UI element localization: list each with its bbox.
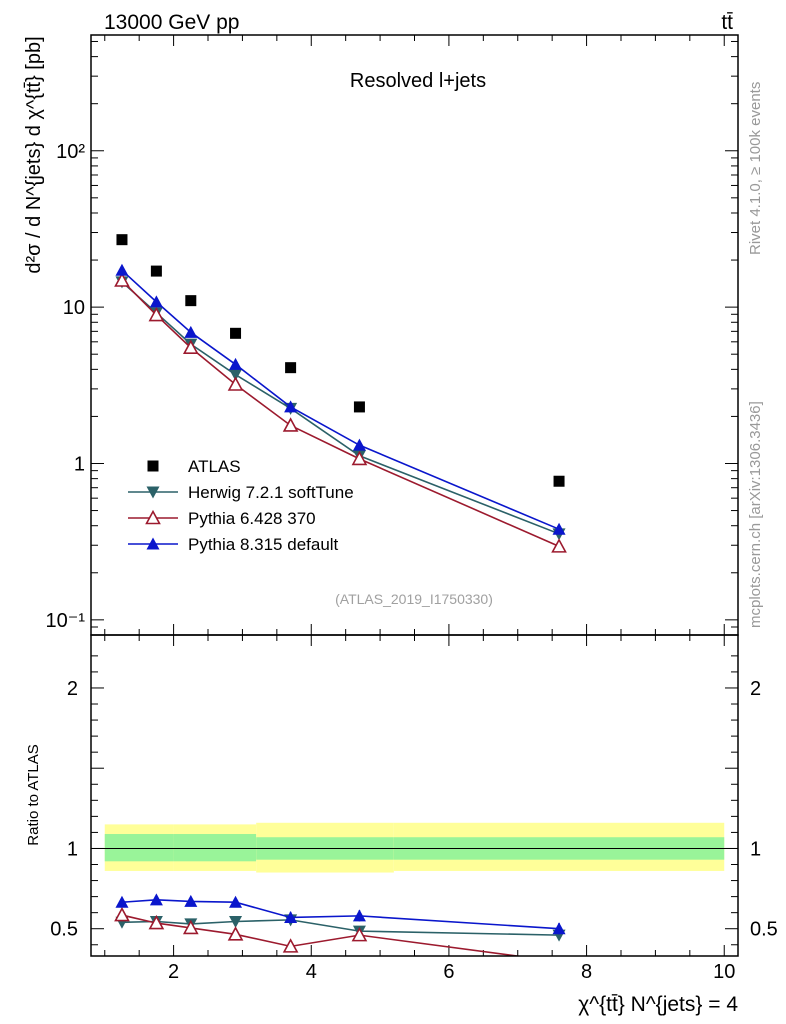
ratio-data-point	[229, 895, 243, 908]
stat-uncertainty-band	[173, 834, 257, 862]
x-tick-label: 6	[443, 961, 454, 983]
data-point	[284, 400, 298, 413]
ratio-data-point	[284, 910, 298, 923]
data-point	[150, 265, 162, 277]
ratio-series-layer	[114, 893, 566, 956]
ratio-y-tick-label-left: 2	[67, 678, 78, 700]
legend-marker	[146, 486, 160, 499]
y-tick-label: 10²	[56, 141, 85, 163]
ratio-data-point	[148, 914, 165, 930]
data-point	[230, 327, 242, 339]
data-point	[553, 475, 565, 487]
ratio-y-tick-label-left: 0.5	[50, 919, 78, 941]
axis-ticks: 10⁻¹ 1 10 10² 0.5 0.5 1 1 2 2 2 4 6 8 10	[46, 35, 778, 983]
data-point	[282, 417, 299, 432]
legend-label: Pythia 6.428 370	[188, 509, 316, 528]
x-tick-label: 4	[306, 961, 317, 983]
ratio-data-point	[184, 894, 198, 907]
x-tick-label: 10	[713, 961, 735, 983]
legend-label: ATLAS	[188, 457, 241, 476]
ratio-data-point	[351, 926, 368, 942]
stat-uncertainty-band	[104, 834, 174, 862]
rivet-version-label: Rivet 4.1.0, ≥ 100k events	[747, 82, 764, 255]
legend-entry: Pythia 6.428 370	[128, 509, 316, 528]
ratio-panel-frame	[90, 634, 739, 957]
data-point	[551, 538, 567, 553]
data-point	[115, 263, 129, 276]
main-y-axis-label: d²σ / d N^{jets} d χ^{tt̄} [pb]	[23, 36, 45, 273]
data-point	[229, 369, 243, 382]
data-point	[148, 306, 165, 322]
legend-entry: Herwig 7.2.1 softTune	[128, 483, 354, 502]
data-point	[185, 295, 197, 307]
panel-frames	[90, 34, 739, 957]
legend: ATLAS Herwig 7.2.1 softTune Pythia 6.428 3…	[128, 457, 354, 554]
legend-entry: ATLAS	[147, 457, 241, 476]
data-point	[114, 272, 130, 287]
data-point	[149, 295, 163, 308]
data-point	[227, 376, 244, 391]
analysis-tag: (ATLAS_2019_I1750330)	[335, 591, 493, 607]
process-label: tt̄	[721, 11, 733, 34]
series-line	[121, 279, 560, 548]
ratio-data-point	[115, 895, 129, 908]
y-tick-label: 10⁻¹	[46, 610, 86, 632]
legend-label: Pythia 8.315 default	[188, 535, 339, 554]
y-tick-label: 1	[74, 453, 85, 475]
ratio-y-tick-label-right: 2	[750, 678, 761, 700]
ratio-data-point	[229, 915, 243, 928]
ratio-y-tick-label-right: 1	[750, 838, 761, 860]
main-series-layer	[114, 234, 567, 553]
data-point	[184, 325, 198, 338]
ratio-data-point	[352, 909, 366, 922]
legend-label: Herwig 7.2.1 softTune	[188, 483, 354, 502]
ratio-y-tick-label-right: 0.5	[750, 919, 778, 941]
data-point	[352, 438, 366, 451]
y-tick-label: 10	[63, 297, 85, 319]
x-tick-label: 2	[168, 961, 179, 983]
data-point	[116, 234, 128, 246]
ratio-uncertainty-bands	[91, 822, 738, 873]
legend-marker	[147, 460, 159, 472]
ratio-y-tick-label-left: 1	[67, 838, 78, 860]
mcplots-label: mcplots.cern.ch [arXiv:1306.3436]	[747, 401, 764, 628]
legend-entry: Pythia 8.315 default	[128, 535, 339, 554]
data-point	[285, 362, 297, 374]
ratio-data-point	[227, 926, 244, 941]
ratio-y-axis-label: Ratio to ATLAS	[25, 744, 42, 845]
data-point	[552, 522, 566, 535]
legend-marker	[145, 509, 161, 525]
x-tick-label: 8	[581, 961, 592, 983]
data-point	[182, 339, 199, 355]
data-point	[351, 450, 368, 466]
energy-label: 13000 GeV pp	[104, 11, 239, 34]
ratio-data-point	[182, 919, 199, 935]
data-point	[229, 357, 243, 370]
ratio-data-point	[552, 922, 566, 935]
legend-marker	[146, 537, 160, 550]
ratio-data-point	[149, 893, 163, 906]
ratio-data-point	[114, 906, 130, 922]
x-axis-label: χ^{tt̄} N^{jets} = 4	[578, 993, 738, 1016]
plot-title: Resolved l+jets	[350, 70, 486, 92]
ratio-data-point	[282, 938, 299, 953]
data-point	[353, 401, 365, 413]
